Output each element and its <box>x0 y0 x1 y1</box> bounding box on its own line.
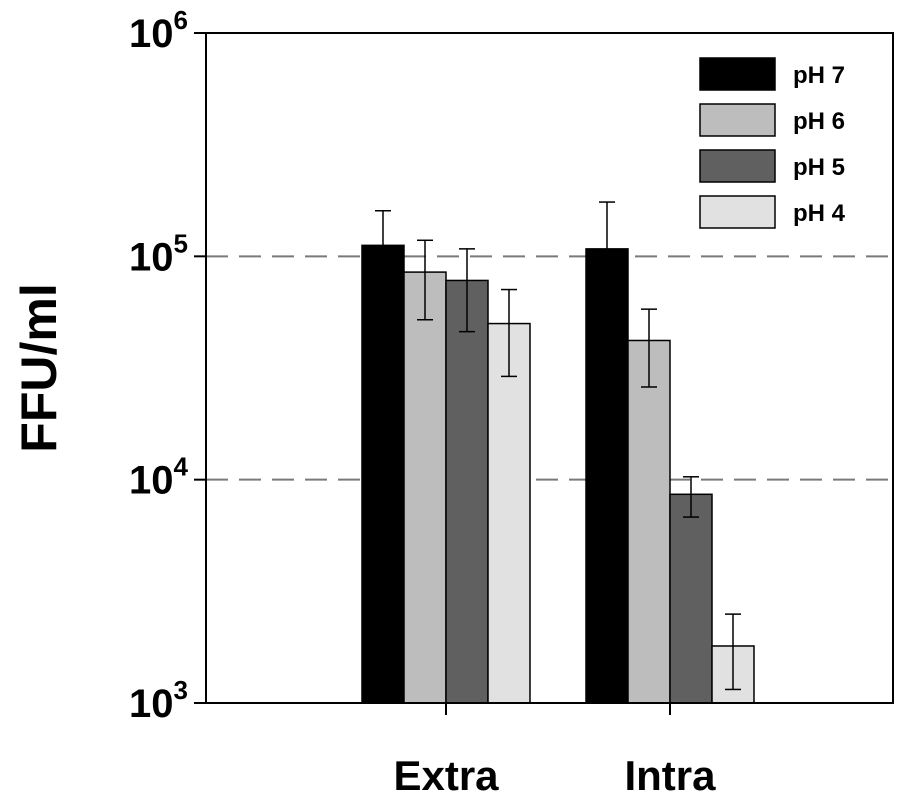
legend-item-ph5: pH 5 <box>699 149 845 183</box>
bar-intra-ph7 <box>585 248 629 704</box>
bar-extra-ph5 <box>445 279 489 704</box>
bar-extra-ph4 <box>487 322 531 704</box>
bar-extra-ph7 <box>361 244 405 704</box>
error-bar-intra-ph7 <box>599 201 615 289</box>
legend-label: pH 6 <box>793 108 845 135</box>
y-tick-label-0: 103 <box>129 675 188 726</box>
plot-frame <box>205 32 894 704</box>
legend-item-ph6: pH 6 <box>699 103 845 137</box>
axes: 103 104 105 106 Extra Intra <box>129 5 716 799</box>
legend-swatch <box>699 57 776 91</box>
bar-intra-ph6 <box>627 339 671 704</box>
legend-swatch <box>699 149 776 183</box>
error-bar-extra-ph4 <box>501 288 517 378</box>
bars <box>361 244 755 704</box>
error-bar-extra-ph5 <box>459 248 475 333</box>
y-tick-label-2: 105 <box>129 228 188 279</box>
legend-swatch <box>699 195 776 229</box>
error-bar-extra-ph7 <box>375 209 391 273</box>
gridlines <box>206 255 893 481</box>
error-bar-intra-ph6 <box>641 308 657 388</box>
y-axis-label: FFU/ml <box>11 283 67 452</box>
legend: pH 7 pH 6 pH 5 pH 4 <box>699 57 846 229</box>
category-label-intra: Intra <box>624 752 716 799</box>
y-tick-label-3: 106 <box>129 5 188 56</box>
error-bar-intra-ph5 <box>683 476 699 518</box>
category-label-extra: Extra <box>393 752 499 799</box>
legend-label: pH 4 <box>793 200 846 227</box>
error-bar-extra-ph6 <box>417 239 433 321</box>
legend-label: pH 7 <box>793 62 845 89</box>
legend-label: pH 5 <box>793 154 845 181</box>
legend-item-ph4: pH 4 <box>699 195 846 229</box>
error-bar-intra-ph4 <box>725 613 741 691</box>
bar-intra-ph5 <box>669 493 713 704</box>
error-bars <box>375 201 741 691</box>
legend-item-ph7: pH 7 <box>699 57 845 91</box>
legend-swatch <box>699 103 776 137</box>
bar-extra-ph6 <box>403 271 447 704</box>
y-tick-label-1: 104 <box>129 452 189 503</box>
